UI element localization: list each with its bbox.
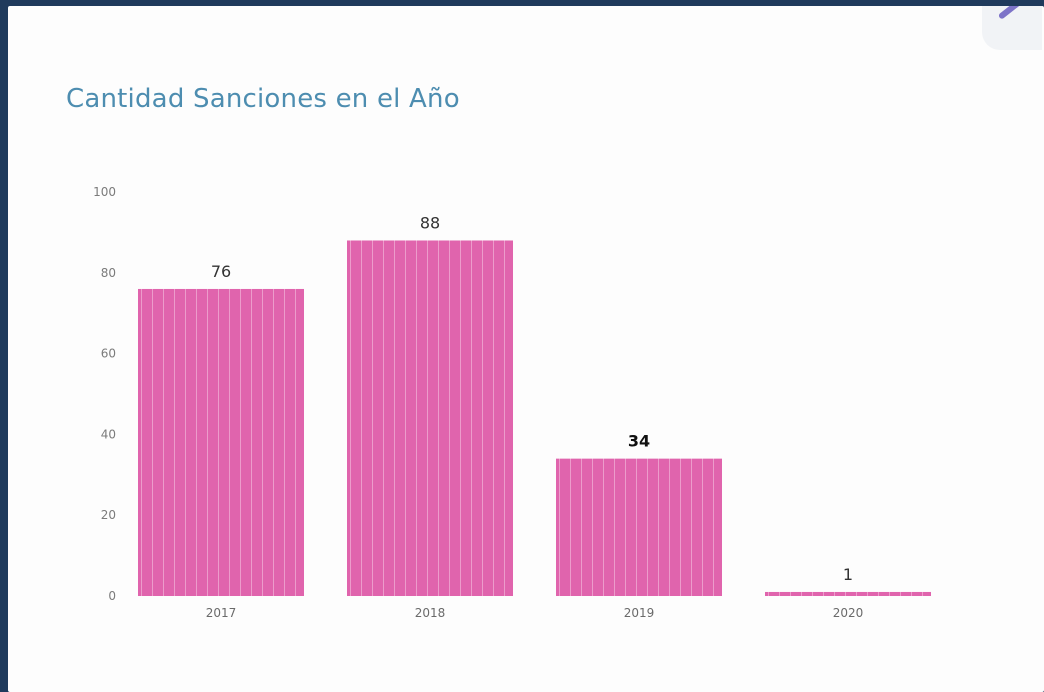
data-label-2020: 1 bbox=[843, 565, 853, 584]
bar-2019 bbox=[556, 458, 722, 596]
y-tick-label: 40 bbox=[101, 427, 116, 441]
pen-icon[interactable] bbox=[982, 6, 1042, 50]
y-tick-label: 60 bbox=[101, 347, 116, 361]
y-tick-label: 80 bbox=[101, 266, 116, 280]
y-tick-label: 20 bbox=[101, 508, 116, 522]
bar-2018 bbox=[347, 240, 513, 597]
data-label-2017: 76 bbox=[211, 262, 231, 281]
bar-2017 bbox=[138, 288, 304, 596]
y-tick-label: 100 bbox=[93, 185, 116, 199]
x-tick-label: 2020 bbox=[833, 606, 864, 620]
x-tick-label: 2017 bbox=[206, 606, 237, 620]
bar-2020 bbox=[765, 591, 931, 596]
data-label-2018: 88 bbox=[420, 213, 440, 232]
data-label-2019: 34 bbox=[628, 432, 650, 451]
y-tick-label: 0 bbox=[108, 589, 116, 603]
chart-title: Cantidad Sanciones en el Año bbox=[66, 84, 460, 114]
x-tick-label: 2019 bbox=[624, 606, 655, 620]
x-tick-label: 2018 bbox=[415, 606, 446, 620]
